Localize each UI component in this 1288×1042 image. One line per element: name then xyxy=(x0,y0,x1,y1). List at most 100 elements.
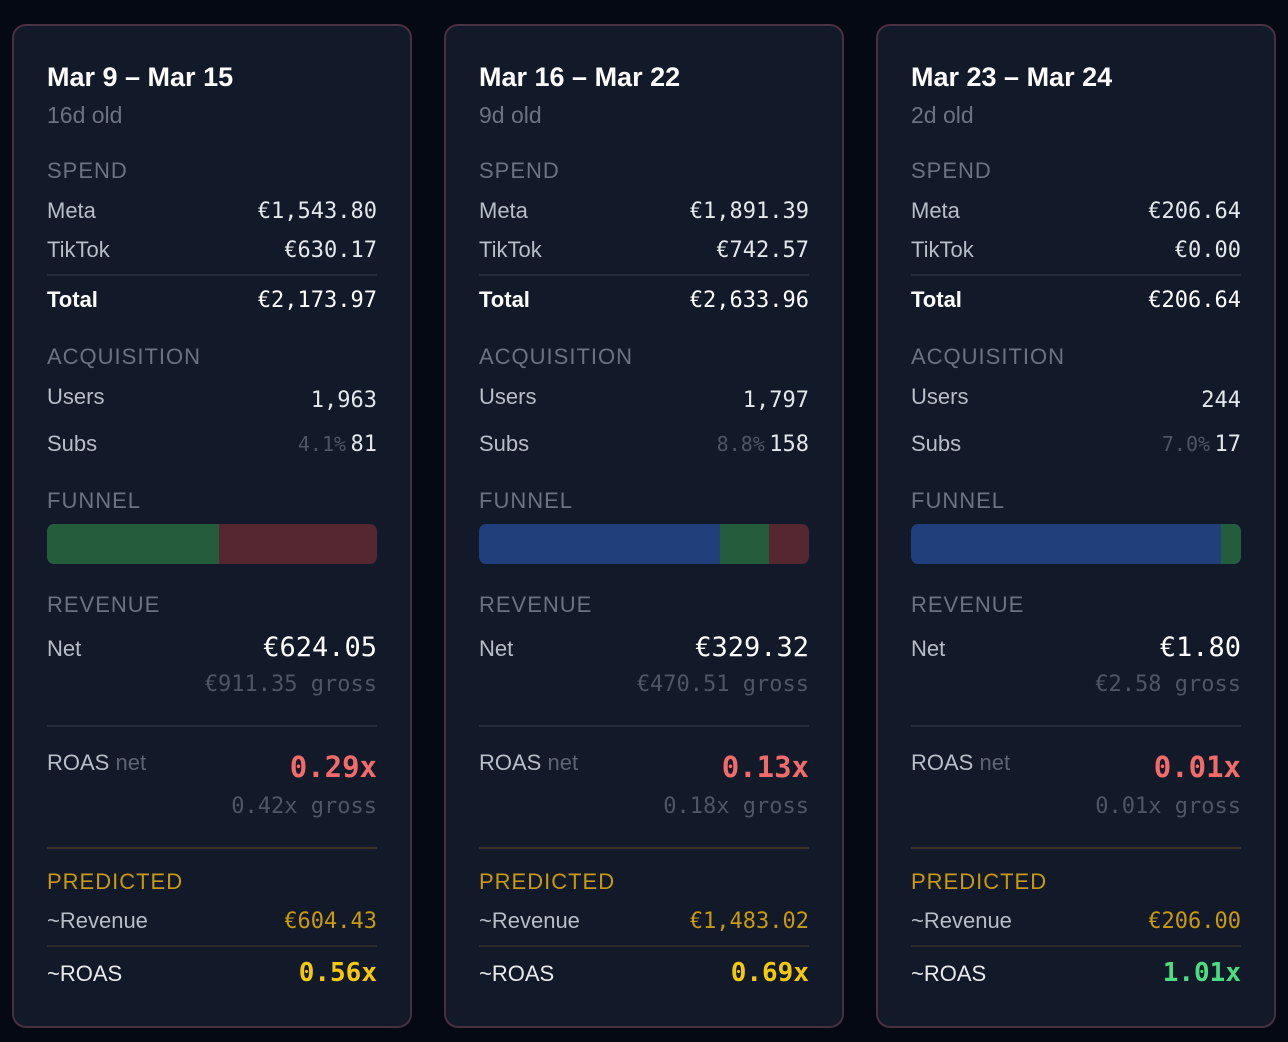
net-revenue: €1.80 xyxy=(1159,632,1241,663)
subs-label: Subs xyxy=(479,431,530,456)
sub-rate: 8.8% xyxy=(716,432,765,456)
divider xyxy=(47,725,377,727)
users-label: Users xyxy=(47,384,105,409)
roas-gross-value: 0.01x gross xyxy=(1095,794,1241,819)
revenue-heading: REVENUE xyxy=(47,592,161,617)
funnel-segment-green xyxy=(1221,524,1241,564)
spend-total-row: Total €206.64 xyxy=(911,287,1241,313)
roas-label: ROAS net xyxy=(479,750,578,776)
divider xyxy=(911,847,1241,849)
funnel-segment-red xyxy=(769,524,809,564)
users-row: Users 1,797 xyxy=(479,384,809,413)
spend-total-row: Total €2,173.97 xyxy=(47,287,377,313)
funnel-bar xyxy=(479,524,809,564)
subs-row: Subs 7.0% 17 xyxy=(911,431,1241,457)
predicted-roas: 0.56x xyxy=(298,958,377,988)
divider xyxy=(47,945,377,947)
week-card: Mar 16 – Mar 22 9d old SPEND Meta €1,891.… xyxy=(444,24,844,1028)
users-row: Users 244 xyxy=(911,384,1241,413)
acquisition-heading: ACQUISITION xyxy=(911,344,1066,369)
meta-label: Meta xyxy=(47,198,96,223)
week-title: Mar 23 – Mar 24 xyxy=(911,62,1113,92)
meta-spend: €1,891.39 xyxy=(689,199,809,224)
week-age: 2d old xyxy=(911,102,974,128)
predicted-roas: 1.01x xyxy=(1162,958,1241,988)
tiktok-label: TikTok xyxy=(479,237,542,262)
subs-row: Subs 8.8% 158 xyxy=(479,431,809,457)
net-label: Net xyxy=(47,636,82,661)
tiktok-spend: €630.17 xyxy=(284,238,377,263)
roas-row: ROAS net 0.01x xyxy=(911,750,1241,784)
net-label: Net xyxy=(911,636,946,661)
funnel-segment-green xyxy=(719,524,770,564)
funnel-bar xyxy=(911,524,1241,564)
meta-label: Meta xyxy=(479,198,528,223)
divider xyxy=(911,725,1241,727)
sub-rate: 4.1% xyxy=(297,432,347,456)
predicted-revenue-label: ~Revenue xyxy=(911,908,1012,933)
spend-heading: SPEND xyxy=(479,158,560,183)
subs-label: Subs xyxy=(47,431,98,456)
acquisition-heading: ACQUISITION xyxy=(47,344,202,369)
tiktok-spend: €742.57 xyxy=(716,238,809,263)
users-label: Users xyxy=(911,384,969,409)
total-label: Total xyxy=(47,287,98,312)
gross-revenue: €2.58 gross xyxy=(1095,672,1241,697)
spend-total-row: Total €2,633.96 xyxy=(479,287,809,313)
revenue-heading: REVENUE xyxy=(911,592,1025,617)
revenue-heading: REVENUE xyxy=(479,592,593,617)
predicted-revenue: €206.00 xyxy=(1148,909,1241,934)
week-age: 16d old xyxy=(47,102,123,128)
users-value: 244 xyxy=(1201,388,1241,413)
roas-net-value: 0.29x xyxy=(289,750,377,784)
predicted-roas-row: ~ROAS 1.01x xyxy=(911,958,1241,988)
predicted-revenue: €604.43 xyxy=(284,909,377,934)
divider xyxy=(479,945,809,947)
predicted-roas-label: ~ROAS xyxy=(911,961,987,986)
spend-tiktok-row: TikTok €742.57 xyxy=(479,237,809,263)
predicted-roas-label: ~ROAS xyxy=(479,961,555,986)
predicted-roas-label: ~ROAS xyxy=(47,961,123,986)
gross-revenue-row: €911.35 gross xyxy=(47,672,377,697)
gross-revenue: €911.35 gross xyxy=(204,672,377,697)
subs-row: Subs 4.1% 81 xyxy=(47,431,377,457)
spend-meta-row: Meta €1,543.80 xyxy=(47,198,377,224)
net-revenue-row: Net €624.05 xyxy=(47,632,377,663)
subs-value: 17 xyxy=(1214,432,1242,457)
week-age: 9d old xyxy=(479,102,542,128)
roas-gross-row: 0.01x gross xyxy=(911,794,1241,819)
divider xyxy=(479,847,809,849)
divider xyxy=(479,274,809,276)
gross-revenue: €470.51 gross xyxy=(636,672,809,697)
roas-row: ROAS net 0.29x xyxy=(47,750,377,784)
roas-net-text: net xyxy=(979,750,1011,775)
divider xyxy=(479,725,809,727)
tiktok-label: TikTok xyxy=(47,237,110,262)
roas-net-text: net xyxy=(547,750,579,775)
meta-label: Meta xyxy=(911,198,960,223)
predicted-revenue-row: ~Revenue €1,483.02 xyxy=(479,908,809,934)
funnel-heading: FUNNEL xyxy=(479,488,574,513)
meta-spend: €206.64 xyxy=(1148,199,1241,224)
subs-value: 158 xyxy=(769,432,809,457)
predicted-roas-row: ~ROAS 0.56x xyxy=(47,958,377,988)
funnel-segment-blue xyxy=(479,524,720,564)
funnel-segment-red xyxy=(218,524,377,564)
total-label: Total xyxy=(479,287,530,312)
spend-meta-row: Meta €1,891.39 xyxy=(479,198,809,224)
funnel-heading: FUNNEL xyxy=(911,488,1006,513)
predicted-heading: PREDICTED xyxy=(47,869,184,894)
roas-net-text: net xyxy=(115,750,147,775)
predicted-revenue: €1,483.02 xyxy=(689,909,809,934)
spend-tiktok-row: TikTok €630.17 xyxy=(47,237,377,263)
roas-gross-row: 0.42x gross xyxy=(47,794,377,819)
predicted-heading: PREDICTED xyxy=(911,869,1048,894)
divider xyxy=(911,945,1241,947)
week-title: Mar 9 – Mar 15 xyxy=(47,62,234,92)
divider xyxy=(47,847,377,849)
users-value: 1,797 xyxy=(742,388,809,413)
roas-text: ROAS xyxy=(47,750,110,775)
predicted-revenue-row: ~Revenue €206.00 xyxy=(911,908,1241,934)
roas-gross-value: 0.18x gross xyxy=(663,794,809,819)
spend-meta-row: Meta €206.64 xyxy=(911,198,1241,224)
